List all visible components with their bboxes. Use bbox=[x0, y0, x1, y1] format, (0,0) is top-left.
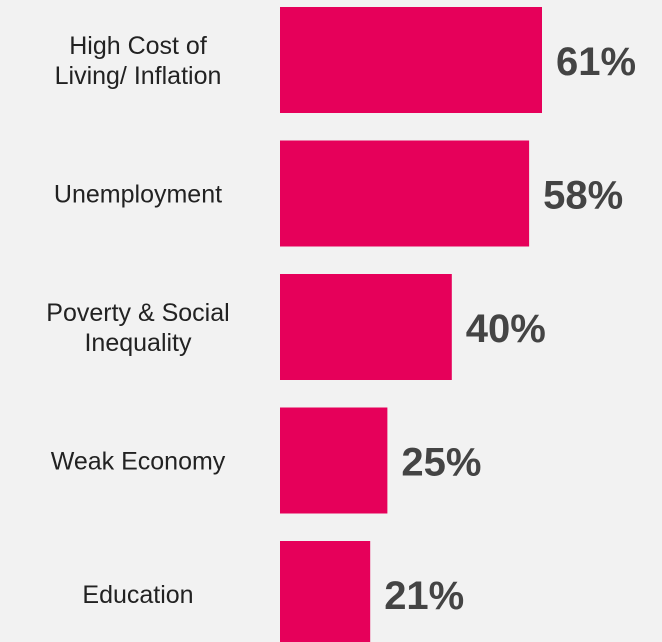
value-label-4: 21% bbox=[384, 574, 464, 618]
value-label-2: 40% bbox=[466, 307, 546, 351]
bar-2 bbox=[280, 274, 452, 380]
bar-3 bbox=[280, 407, 388, 514]
bar-4 bbox=[280, 541, 371, 642]
bar-1 bbox=[280, 140, 530, 247]
category-label-3: Weak Economy bbox=[51, 448, 226, 476]
bars-group: High Cost of Living/ Inflation 61% Unemploy… bbox=[46, 7, 636, 642]
bar-0 bbox=[280, 7, 542, 113]
value-label-3: 25% bbox=[401, 441, 481, 485]
category-label-1: Unemployment bbox=[54, 181, 222, 209]
category-label-2: Poverty & Social Inequality bbox=[46, 299, 229, 357]
value-label-1: 58% bbox=[543, 174, 623, 218]
category-label-0: High Cost of Living/ Inflation bbox=[55, 32, 222, 90]
category-label-4: Education bbox=[82, 581, 193, 609]
value-label-0: 61% bbox=[556, 40, 636, 84]
